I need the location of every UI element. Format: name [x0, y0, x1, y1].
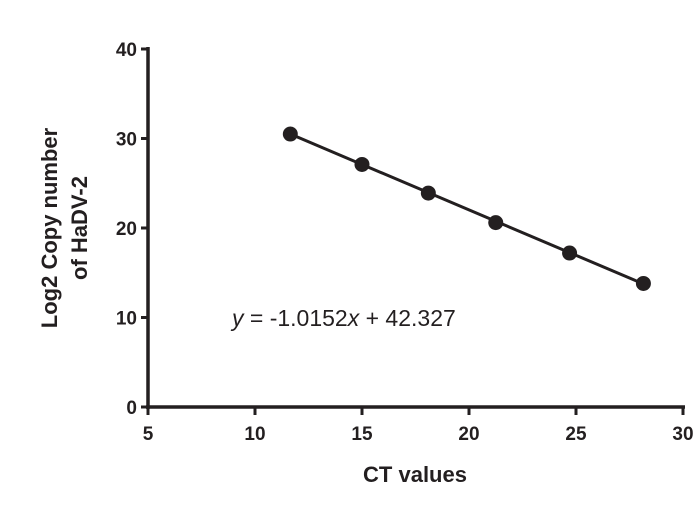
- y-tick-label: 30: [116, 130, 137, 151]
- x-tick-label: 30: [672, 424, 693, 445]
- y-axis-label-line1: Log2 Copy number: [37, 127, 62, 328]
- data-point: [354, 156, 370, 172]
- fit-line: [289, 132, 644, 286]
- data-point: [562, 245, 578, 261]
- data-point: [488, 215, 504, 231]
- x-tick-label: 10: [244, 424, 265, 445]
- x-tick-label: 15: [351, 424, 373, 445]
- x-tick-label: 20: [458, 424, 479, 445]
- y-tick-label: 40: [116, 40, 137, 61]
- x-tick-label: 25: [565, 424, 587, 445]
- data-point: [635, 275, 651, 291]
- data-point: [282, 126, 298, 142]
- y-axis-label-line2: of HaDV-2: [67, 176, 92, 280]
- x-tick-label: 5: [143, 424, 154, 445]
- regression-equation: y = -1.0152x + 42.327: [230, 305, 456, 331]
- y-tick-label: 0: [126, 398, 137, 419]
- data-point: [420, 185, 436, 201]
- y-tick-label: 20: [116, 219, 137, 240]
- y-tick-label: 10: [116, 309, 137, 330]
- x-axis-label: CT values: [363, 462, 467, 487]
